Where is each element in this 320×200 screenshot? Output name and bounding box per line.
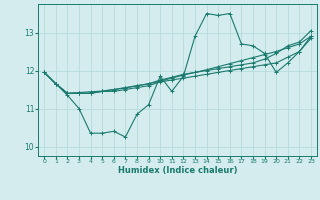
X-axis label: Humidex (Indice chaleur): Humidex (Indice chaleur)	[118, 166, 237, 175]
